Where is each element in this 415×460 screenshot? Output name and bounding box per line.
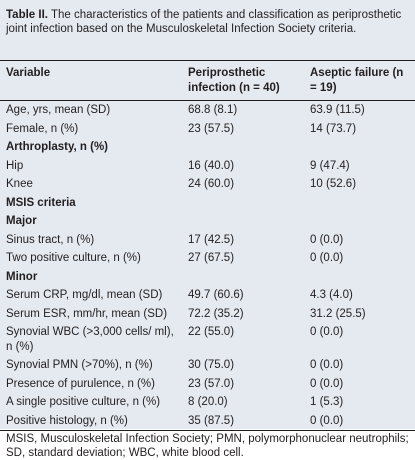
section-row: Major (0, 212, 415, 231)
table-cell: 23 (57.0) (188, 377, 235, 390)
header-cell: Periprosthetic infection (n = 40) (188, 67, 280, 94)
header-cell: Aseptic failure (n = 19) (310, 67, 404, 94)
table-cell: 35 (87.5) (188, 414, 235, 427)
table-cell: 17 (42.5) (188, 233, 235, 246)
table-cell: 31.2 (25.5) (310, 307, 366, 320)
table-row: Synovial WBC (>3,000 cells/ ml), n (%) 22… (0, 323, 415, 356)
table-cell: 0 (0.0) (310, 326, 344, 338)
table-cell: Serum CRP, mg/dl, mean (SD) (6, 289, 163, 301)
table-row: Sinus tract, n (%) 17 (42.5) 0 (0.0) (0, 231, 415, 250)
table-panel (0, 0, 415, 429)
table-cell: 0 (0.0) (310, 414, 344, 427)
table-cell: Sinus tract, n (%) (6, 233, 95, 246)
table-row: A single positive culture, n (%) 8 (20.0)… (0, 393, 415, 412)
table: Variable Periprosthetic infection (n = 40… (0, 60, 415, 431)
section-row: MSIS criteria (0, 194, 415, 213)
table-cell: Positive histology, n (%) (6, 414, 128, 427)
table-cell: A single positive culture, n (%) (6, 396, 161, 408)
table-cell: Serum ESR, mm/hr, mean (SD) (6, 307, 168, 320)
table-cell: Knee (6, 178, 33, 190)
table-cell: Female, n (%) (6, 122, 79, 135)
table-row: Hip 16 (40.0) 9 (47.4) (0, 157, 415, 176)
table-cell: 0 (0.0) (310, 377, 344, 390)
table-cell: 24 (60.0) (188, 178, 235, 190)
table-row: Age, yrs, mean (SD) 68.8 (8.1) 63.9 (11.5) (0, 101, 415, 120)
table-cell: 16 (40.0) (188, 159, 235, 172)
table-cell: Hip (6, 159, 24, 172)
table-row: Presence of purulence, n (%) 23 (57.0) 0 (… (0, 375, 415, 394)
table-row: Serum CRP, mg/dl, mean (SD) 49.7 (60.6) 4.… (0, 286, 415, 305)
table-cell: 68.8 (8.1) (188, 104, 238, 116)
section-cell: Minor (6, 270, 38, 283)
table-cell: 14 (73.7) (310, 122, 357, 135)
table-cell: 4.3 (4.0) (310, 289, 353, 301)
table-row: Female, n (%) 23 (57.5) 14 (73.7) (0, 120, 415, 139)
table-row: Synovial PMN (>70%), n (%) 30 (75.0) 0 (0.… (0, 356, 415, 375)
table-cell: 0 (0.0) (310, 233, 344, 246)
section-cell: MSIS criteria (6, 196, 76, 209)
table-cell: 49.7 (60.6) (188, 289, 244, 301)
table-row: Serum ESR, mm/hr, mean (SD) 72.2 (35.2) 31… (0, 305, 415, 324)
table-cell: Age, yrs, mean (SD) (6, 104, 111, 116)
caption-text: The characteristics of the patients and … (6, 9, 402, 35)
footnote: MSIS, Musculoskeletal Infection Society;… (6, 433, 409, 459)
table-cell: 1 (5.3) (310, 396, 344, 408)
section-row: Arthroplasty, n (%) (0, 138, 415, 157)
table-cell: 22 (55.0) (188, 326, 235, 338)
section-cell: Arthroplasty, n (%) (6, 141, 109, 153)
table-cell: 0 (0.0) (310, 252, 344, 264)
table-cell: 0 (0.0) (310, 359, 344, 371)
table-row: Two positive culture, n (%) 27 (67.5) 0 (0… (0, 249, 415, 268)
table-cell: Synovial PMN (>70%), n (%) (6, 359, 153, 371)
header-cell: Variable (6, 67, 51, 79)
section-row: Minor (0, 268, 415, 287)
table-cell: Synovial WBC (>3,000 cells/ ml), n (%) (6, 326, 174, 353)
table-cell: 10 (52.6) (310, 178, 357, 190)
table-row: Positive histology, n (%) 35 (87.5) 0 (0.0… (0, 412, 415, 431)
table-cell: 27 (67.5) (188, 252, 235, 264)
table-body: Age, yrs, mean (SD) 68.8 (8.1) 63.9 (11.5)… (0, 101, 415, 431)
table-cell: 9 (47.4) (310, 159, 350, 172)
table-caption: Table II. The characteristics of the pat… (6, 8, 406, 36)
caption-label: Table II. (6, 9, 48, 21)
table-cell: 72.2 (35.2) (188, 307, 244, 320)
section-cell: Major (6, 215, 37, 227)
table-cell: 8 (20.0) (188, 396, 228, 408)
table-cell: 30 (75.0) (188, 359, 235, 371)
table-cell: 23 (57.5) (188, 122, 235, 135)
table-cell: Presence of purulence, n (%) (6, 377, 155, 390)
table-cell: Two positive culture, n (%) (6, 252, 141, 264)
header-row: Variable Periprosthetic infection (n = 40… (0, 60, 415, 101)
table-cell: 63.9 (11.5) (310, 104, 365, 116)
table-row: Knee 24 (60.0) 10 (52.6) (0, 175, 415, 194)
